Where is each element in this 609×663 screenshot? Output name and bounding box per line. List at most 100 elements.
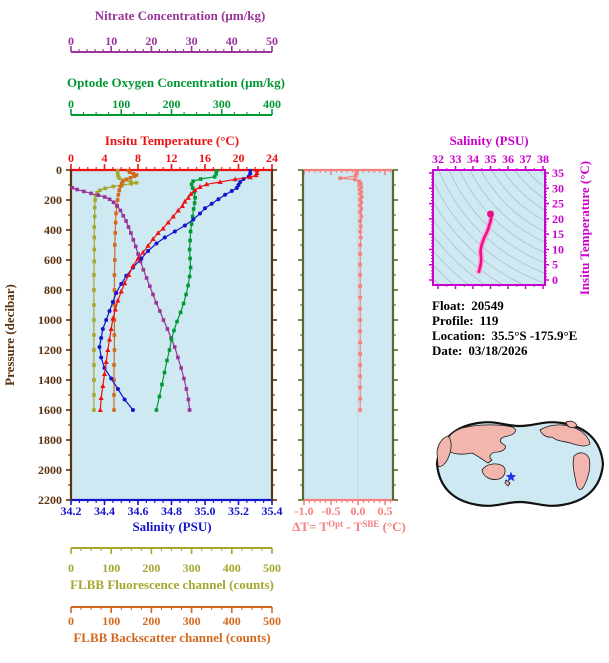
data-marker (236, 183, 241, 187)
data-marker (357, 183, 361, 187)
data-marker (172, 345, 177, 349)
data-marker (161, 318, 166, 322)
data-marker (188, 238, 192, 243)
tick-label: 0 (68, 34, 74, 48)
data-marker (107, 197, 112, 202)
tick-label: 600 (44, 253, 62, 267)
tick-label: 30 (186, 34, 198, 48)
data-marker (122, 280, 128, 286)
data-marker (126, 272, 132, 277)
data-marker (188, 229, 193, 234)
data-marker (358, 210, 362, 215)
data-marker (100, 383, 106, 388)
data-marker (191, 207, 196, 211)
data-marker (110, 315, 116, 321)
data-marker (113, 231, 118, 235)
data-marker (71, 185, 75, 190)
tick-label: 500 (263, 561, 281, 575)
data-marker (358, 262, 362, 267)
delta-t-left-axis (298, 169, 305, 501)
tick-label: 35 (552, 166, 564, 180)
temperature-axis-title: Insitu Temperature (°C) (105, 133, 239, 148)
tick-label: -1.0 (295, 504, 314, 518)
data-marker (127, 170, 132, 175)
data-marker (357, 187, 362, 192)
data-marker (135, 255, 141, 261)
data-marker (102, 195, 107, 199)
data-marker (359, 206, 364, 211)
data-marker (162, 370, 167, 375)
data-marker (358, 374, 362, 379)
data-marker (359, 189, 364, 194)
tick-label: 800 (44, 283, 62, 297)
data-marker (109, 376, 114, 381)
nitrate-axis-title: Nitrate Concentration (μm/kg) (95, 8, 266, 23)
data-marker (184, 387, 189, 391)
data-marker (182, 198, 188, 204)
data-marker (112, 363, 116, 367)
fluorescence-axis-title: FLBB Fluorescence channel (counts) (70, 577, 274, 592)
data-marker (106, 336, 113, 342)
data-marker (122, 397, 127, 402)
data-marker (111, 200, 116, 205)
data-marker (229, 189, 234, 193)
data-marker (185, 194, 191, 200)
tick-label: 34.4 (94, 504, 115, 518)
data-marker (112, 306, 118, 312)
data-marker (191, 217, 196, 222)
data-marker (92, 214, 97, 219)
data-marker (190, 214, 195, 219)
tick-label: 400 (223, 614, 241, 628)
data-marker (175, 319, 179, 324)
data-marker (248, 169, 253, 173)
data-marker (131, 237, 136, 242)
data-marker (97, 345, 102, 349)
tick-label: 300 (183, 561, 201, 575)
data-marker (358, 243, 362, 247)
data-marker (113, 243, 117, 247)
oxygen-axis-title: Optode Oxygen Concentration (μm/kg) (67, 75, 285, 90)
flbb-fluorescence-channel-curve (92, 169, 139, 412)
data-marker (179, 366, 183, 370)
data-marker (179, 203, 185, 208)
data-marker (192, 201, 197, 205)
data-marker (118, 184, 123, 189)
data-marker (172, 328, 176, 333)
delta-t-panel-background (303, 170, 393, 500)
data-marker (187, 274, 192, 279)
data-marker (114, 211, 118, 216)
data-marker (169, 337, 174, 342)
data-marker (193, 195, 197, 200)
data-marker (154, 300, 159, 305)
data-marker (92, 408, 96, 412)
tick-label: 24 (266, 151, 278, 165)
data-marker (216, 197, 221, 202)
data-marker (92, 273, 96, 277)
tick-label: 0 (68, 614, 74, 628)
data-marker (358, 252, 362, 256)
data-marker (118, 208, 123, 213)
map-africa-europe (436, 435, 452, 467)
data-marker (112, 348, 117, 352)
data-marker (358, 284, 362, 289)
tick-label: 1600 (38, 403, 62, 417)
tick-label: 300 (183, 614, 201, 628)
data-marker (217, 179, 223, 184)
data-marker (128, 179, 133, 184)
data-marker (190, 186, 195, 190)
date-line: Date: 03/18/2026 (432, 343, 528, 358)
data-marker (358, 219, 362, 223)
data-marker (107, 309, 112, 313)
data-marker (170, 213, 176, 219)
data-marker (223, 192, 228, 197)
tick-label: 200 (163, 97, 181, 111)
data-marker (99, 355, 104, 360)
tick-label: 200 (44, 193, 62, 207)
data-marker (92, 235, 97, 240)
data-marker (117, 176, 122, 181)
tick-label: 5 (552, 258, 558, 272)
tick-label: 4 (102, 151, 108, 165)
tick-label: 36 (502, 152, 514, 166)
data-marker (358, 396, 362, 401)
